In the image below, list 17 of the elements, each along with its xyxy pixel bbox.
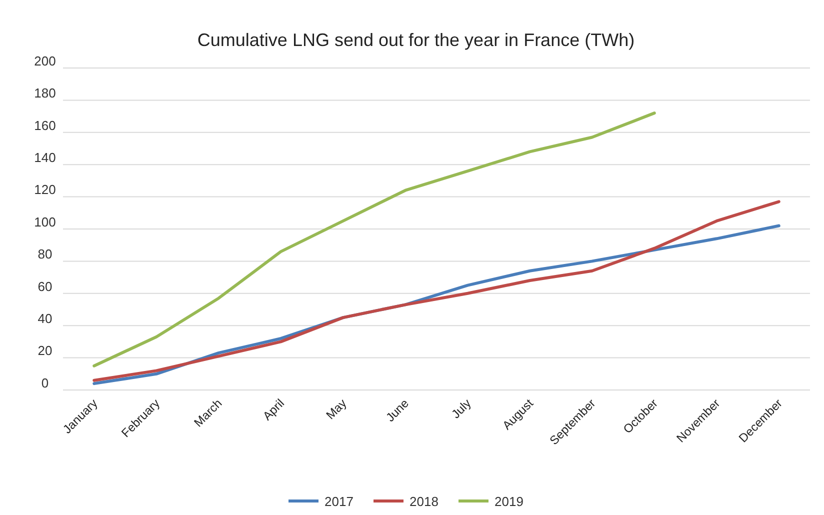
legend-label: 2017 xyxy=(324,494,354,509)
y-tick-label: 60 xyxy=(38,278,52,294)
chart-title: Cumulative LNG send out for the year in France (TWh) xyxy=(197,30,635,50)
y-tick-label: 20 xyxy=(38,343,52,358)
y-tick-label: 200 xyxy=(34,53,56,68)
y-tick-label: 100 xyxy=(34,214,56,230)
x-tick-label: July xyxy=(448,396,474,422)
y-tick-label: 40 xyxy=(38,311,52,326)
y-tick-label: 120 xyxy=(34,182,56,198)
legend-label: 2018 xyxy=(410,494,438,509)
y-tick-label: 0 xyxy=(41,375,49,390)
legend-label: 2019 xyxy=(494,494,524,509)
y-tick-label: 160 xyxy=(34,118,56,133)
y-tick-label: 180 xyxy=(34,86,56,101)
y-tick-label: 80 xyxy=(38,246,52,262)
x-tick-label: May xyxy=(323,396,350,422)
y-tick-label: 140 xyxy=(34,150,56,165)
